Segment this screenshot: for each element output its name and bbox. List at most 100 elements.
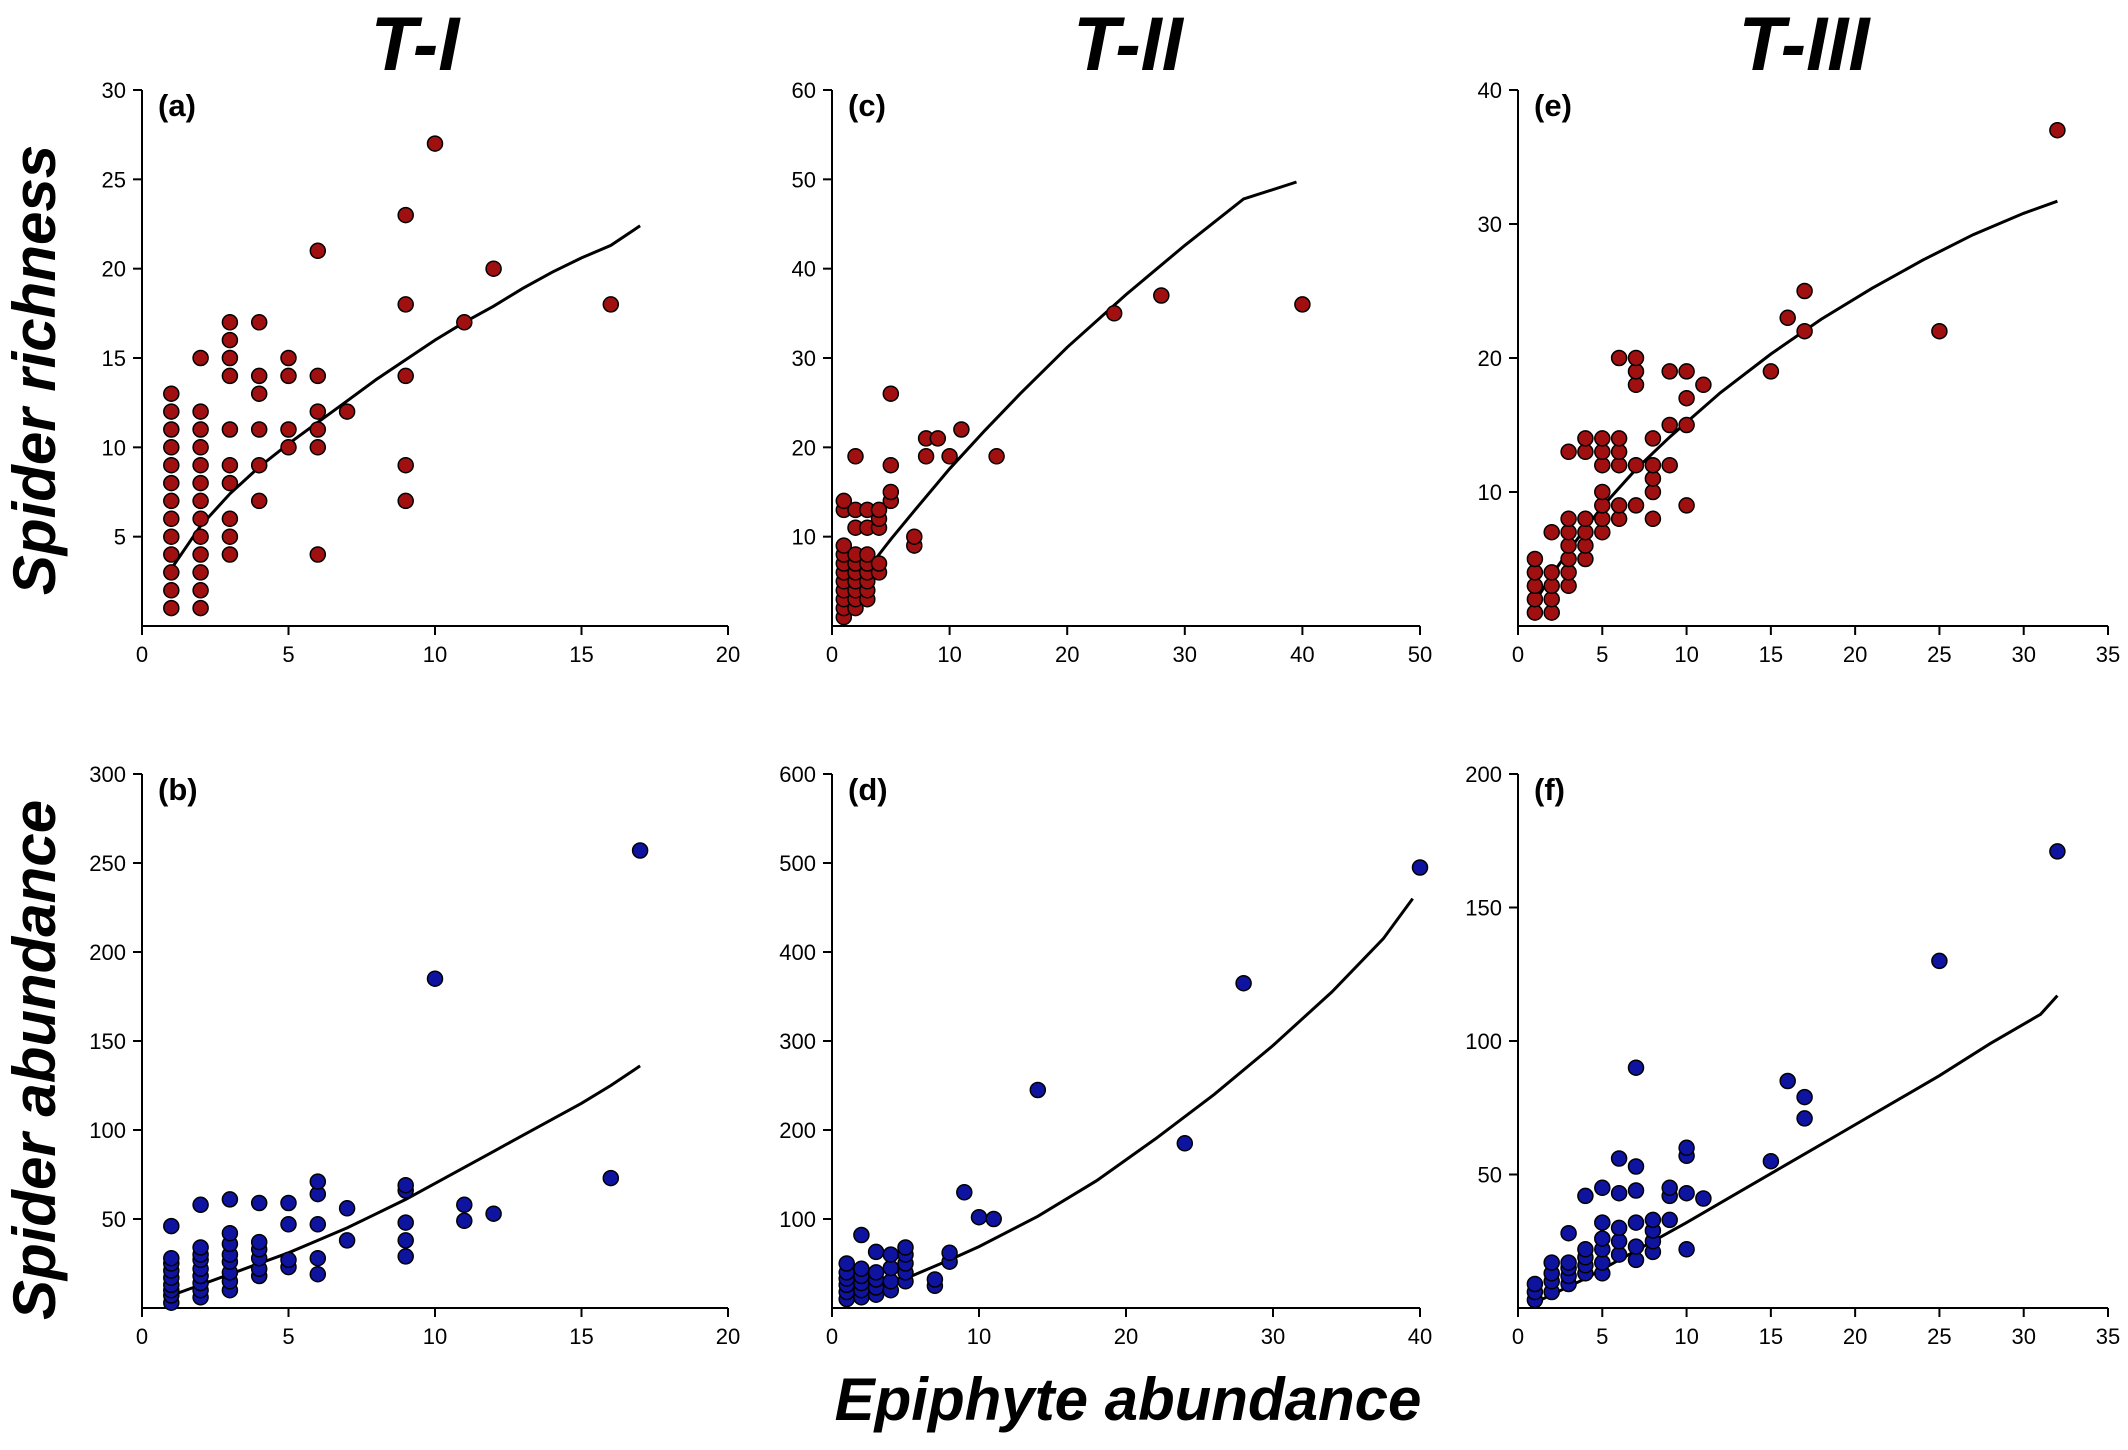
data-point-e — [1610, 497, 1628, 514]
x-tick-label-c: 50 — [1408, 642, 1432, 667]
fit-curve-b — [170, 1064, 641, 1297]
data-point-f — [1560, 1224, 1577, 1242]
data-point-a — [309, 242, 327, 260]
data-point-e — [1661, 363, 1678, 380]
data-point-c — [906, 528, 923, 545]
data-point-b — [221, 1191, 239, 1208]
data-point-e — [1627, 497, 1645, 514]
data-point-a — [397, 367, 414, 385]
data-point-c — [917, 448, 935, 465]
y-tick-label-d: 200 — [779, 1118, 816, 1143]
x-tick-label-c: 30 — [1173, 642, 1197, 667]
y-tick-label-a: 10 — [102, 435, 126, 460]
data-point-e — [1526, 550, 1544, 568]
data-point-d — [956, 1184, 973, 1201]
data-point-c — [1105, 305, 1123, 322]
x-tick-label-c: 20 — [1055, 642, 1079, 667]
data-point-a — [192, 349, 209, 367]
data-point-e — [1796, 322, 1813, 340]
data-point-a — [192, 421, 209, 438]
data-point-c — [835, 537, 853, 554]
data-point-a — [163, 403, 180, 420]
data-point-b — [397, 1232, 414, 1249]
data-point-e — [1762, 363, 1780, 380]
data-point-a — [309, 367, 327, 385]
data-point-e — [1627, 456, 1645, 474]
x-tick-label-f: 0 — [1512, 1324, 1524, 1349]
data-point-d — [1029, 1081, 1047, 1099]
row-label-richness: Spider richness — [1, 145, 68, 595]
y-tick-label-d: 300 — [779, 1029, 816, 1054]
x-tick-label-d: 0 — [826, 1324, 838, 1349]
data-point-f — [1796, 1088, 1813, 1106]
data-point-f — [1560, 1254, 1577, 1271]
data-point-a — [338, 403, 356, 420]
data-point-e — [1577, 510, 1594, 528]
panel-b: 0 5 10 15 20 50 100 150 200 250 300 (b) — [89, 762, 740, 1349]
data-point-c — [859, 546, 876, 563]
x-tick-label-d: 10 — [967, 1324, 991, 1349]
data-point-b — [456, 1196, 473, 1214]
data-point-e — [1610, 349, 1628, 367]
data-point-f — [1931, 952, 1948, 970]
data-point-d — [853, 1226, 870, 1244]
data-point-a — [397, 492, 414, 510]
data-point-f — [1678, 1139, 1695, 1157]
x-tick-label-a: 10 — [423, 642, 447, 667]
x-tick-label-e: 30 — [2011, 642, 2035, 667]
data-point-d — [941, 1244, 958, 1262]
data-point-f — [1644, 1211, 1662, 1229]
data-point-f — [1762, 1152, 1780, 1170]
column-title-t3: T-III — [1739, 2, 1872, 87]
data-point-e — [1678, 416, 1695, 434]
data-point-c — [1294, 296, 1311, 313]
data-point-d — [970, 1208, 988, 1226]
x-tick-label-c: 10 — [937, 642, 961, 667]
data-point-a — [163, 564, 180, 581]
data-point-b — [309, 1249, 327, 1267]
y-tick-label-a: 20 — [102, 257, 126, 282]
data-point-a — [192, 528, 209, 545]
data-point-e — [1644, 430, 1662, 447]
x-tick-label-f: 10 — [1674, 1324, 1698, 1349]
data-point-a — [602, 296, 620, 313]
data-point-a — [163, 456, 180, 474]
data-point-c — [847, 448, 864, 465]
x-tick-label-d: 40 — [1408, 1324, 1432, 1349]
data-point-a — [163, 385, 180, 402]
data-point-a — [163, 510, 180, 528]
data-point-f — [1796, 1110, 1813, 1127]
data-point-c — [941, 448, 958, 465]
data-point-f — [1526, 1275, 1544, 1293]
data-point-a — [280, 439, 297, 456]
data-point-a — [250, 367, 268, 385]
data-point-d — [867, 1264, 885, 1281]
data-point-e — [1627, 349, 1645, 367]
x-tick-label-d: 30 — [1261, 1324, 1285, 1349]
data-point-c — [953, 421, 970, 438]
x-tick-label-e: 5 — [1596, 642, 1608, 667]
data-point-a — [192, 564, 209, 581]
data-point-e — [1678, 497, 1695, 514]
data-point-a — [221, 474, 239, 492]
y-tick-label-b: 250 — [89, 851, 126, 876]
x-tick-label-a: 15 — [569, 642, 593, 667]
y-tick-label-c: 50 — [792, 167, 816, 192]
data-point-b — [250, 1233, 268, 1251]
data-point-b — [163, 1217, 180, 1235]
data-point-e — [1796, 282, 1813, 300]
data-point-e — [1610, 430, 1628, 447]
data-point-a — [397, 296, 414, 313]
fit-curve-e — [1533, 199, 2058, 603]
x-tick-label-e: 10 — [1674, 642, 1698, 667]
column-title-t2: T-II — [1073, 2, 1185, 87]
data-point-e — [1678, 389, 1695, 407]
y-tick-label-a: 5 — [114, 525, 126, 550]
data-point-a — [192, 599, 209, 617]
panel-label-c: (c) — [848, 88, 886, 123]
data-point-a — [192, 439, 209, 456]
data-point-f — [1577, 1241, 1594, 1258]
data-point-c — [882, 385, 900, 402]
panel-label-f: (f) — [1534, 772, 1565, 807]
data-point-f — [1678, 1184, 1695, 1202]
